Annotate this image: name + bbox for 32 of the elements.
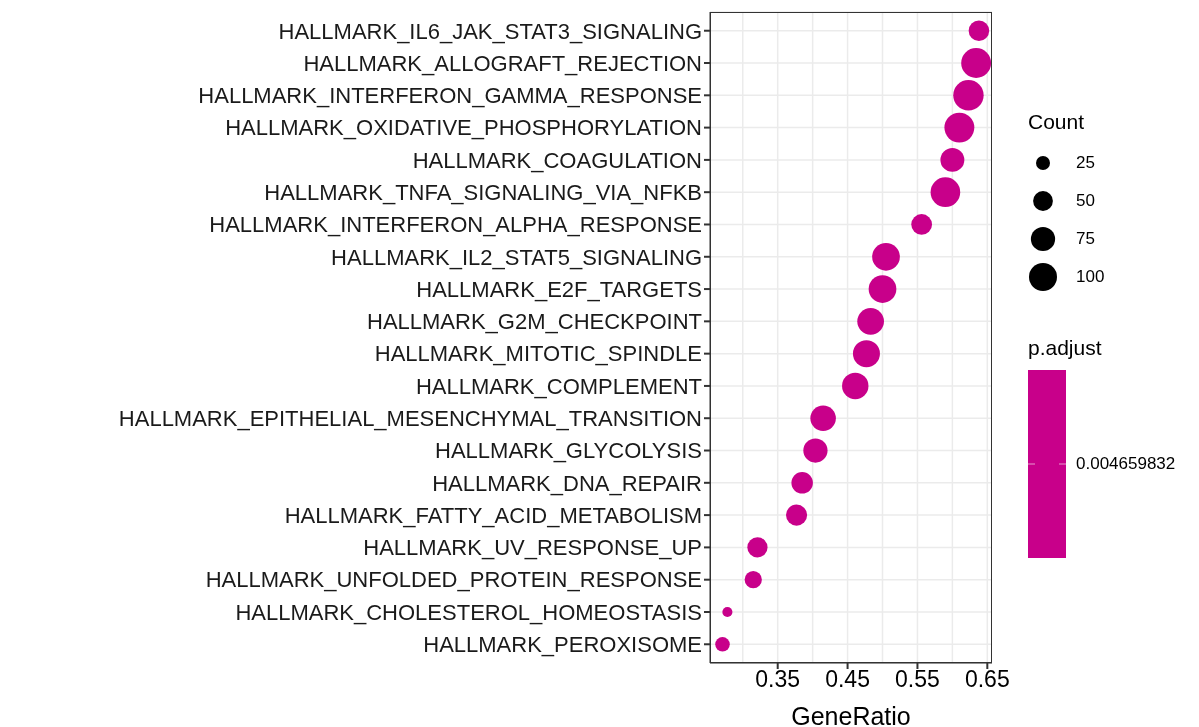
- y-tick-label: HALLMARK_COMPLEMENT: [415, 373, 702, 399]
- legend-label: 25: [1076, 153, 1095, 173]
- y-tick-label: HALLMARK_COAGULATION: [412, 147, 702, 173]
- y-tick-label: HALLMARK_EPITHELIAL_MESENCHYMAL_TRANSITION: [118, 406, 702, 432]
- y-tick-label: HALLMARK_FATTY_ACID_METABOLISM: [284, 502, 702, 528]
- legend-label: 50: [1076, 191, 1095, 211]
- x-tick-label: 0.45: [825, 666, 870, 693]
- y-tick-label: HALLMARK_UV_RESPONSE_UP: [363, 535, 702, 561]
- x-axis-title: GeneRatio: [791, 702, 911, 727]
- y-tick-label: HALLMARK_G2M_CHECKPOINT: [367, 309, 702, 335]
- color-bar-title: p.adjust: [1028, 336, 1103, 360]
- y-tick-label: HALLMARK_CHOLESTEROL_HOMEOSTASIS: [235, 599, 702, 625]
- y-tick-label: HALLMARK_IL2_STAT5_SIGNALING: [331, 244, 702, 270]
- legend-title: Count: [1028, 110, 1086, 134]
- y-tick-label: HALLMARK_MITOTIC_SPINDLE: [374, 341, 702, 367]
- y-tick-label: HALLMARK_IL6_JAK_STAT3_SIGNALING: [278, 18, 702, 44]
- x-tick-label: 0.65: [964, 666, 1010, 693]
- y-tick-label: HALLMARK_OXIDATIVE_PHOSPHORYLATION: [225, 115, 702, 141]
- y-tick-label: HALLMARK_GLYCOLYSIS: [435, 438, 702, 464]
- y-tick-label: HALLMARK_INTERFERON_ALPHA_RESPONSE: [209, 212, 702, 238]
- y-tick-label: HALLMARK_PEROXISOME: [423, 632, 702, 658]
- legend-label: 100: [1076, 267, 1105, 287]
- x-tick-label: 0.35: [755, 666, 801, 693]
- y-tick-label: HALLMARK_INTERFERON_GAMMA_RESPONSE: [198, 83, 702, 109]
- y-tick-label: HALLMARK_DNA_REPAIR: [432, 470, 702, 496]
- y-tick-label: HALLMARK_UNFOLDED_PROTEIN_RESPONSE: [205, 567, 702, 593]
- legend-label: 75: [1076, 229, 1095, 249]
- y-tick-label: HALLMARK_TNFA_SIGNALING_VIA_NFKB: [264, 180, 702, 205]
- y-tick-label: HALLMARK_E2F_TARGETS: [416, 276, 702, 302]
- colorbar-tick-label: 0.004659832: [1076, 454, 1176, 474]
- x-tick-label: 0.55: [895, 666, 940, 693]
- y-tick-label: HALLMARK_ALLOGRAFT_REJECTION: [303, 50, 702, 76]
